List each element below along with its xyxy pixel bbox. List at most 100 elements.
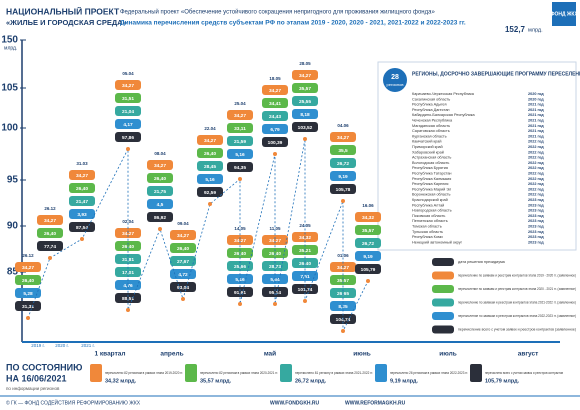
pill bbox=[147, 160, 173, 170]
pill-value: 21,04 bbox=[122, 109, 134, 115]
region-name: Магаданская область bbox=[412, 124, 450, 128]
summary-swatch bbox=[375, 364, 387, 382]
trend-dot bbox=[126, 147, 130, 151]
region-name: Краснодарский край bbox=[412, 198, 448, 202]
pill-value: 100,39 bbox=[268, 140, 283, 146]
pill bbox=[330, 145, 356, 155]
trend-dot bbox=[273, 302, 277, 306]
year-label: 2020 г. bbox=[55, 343, 69, 348]
legend-text: перечисление по заявкам и реестрам контр… bbox=[458, 274, 577, 278]
legend-text: перечисление по заявкам и реестрам контр… bbox=[458, 301, 577, 305]
pill bbox=[227, 287, 253, 297]
pill-value: 35,5 bbox=[338, 148, 348, 154]
region-name: Новгородская область bbox=[412, 209, 452, 213]
pill bbox=[292, 122, 318, 132]
pill bbox=[227, 149, 253, 159]
pill-value: 34,27 bbox=[299, 73, 311, 79]
pill-value: 26,40 bbox=[204, 151, 216, 157]
pill bbox=[330, 158, 356, 168]
pill bbox=[355, 264, 381, 274]
regions-title: РЕГИОНЫ, ДОСРОЧНО ЗАВЕРШАЮЩИЕ ПРОГРАММУ … bbox=[412, 71, 580, 77]
regions-badge bbox=[383, 68, 407, 92]
pill-value: 9,19 bbox=[363, 254, 373, 260]
pill-value: 26,40 bbox=[76, 186, 88, 192]
summary-swatch bbox=[185, 364, 197, 382]
trend-dot bbox=[80, 237, 84, 241]
summary-text: перечислено всего с учетом заявок и реес… bbox=[485, 371, 563, 375]
group-date: 28.05 bbox=[299, 61, 311, 66]
federal: Федеральный проект «Обеспечение устойчив… bbox=[120, 9, 435, 16]
pill bbox=[170, 256, 196, 266]
logo-box bbox=[552, 2, 576, 26]
group-date: 02.04 bbox=[122, 219, 134, 224]
pill-value: 33,11 bbox=[234, 126, 246, 132]
pill-value: 34,27 bbox=[177, 233, 189, 239]
pill-value: 4,5 bbox=[157, 202, 164, 208]
y-tick-label: 105 bbox=[1, 83, 18, 94]
pill-value: 34,27 bbox=[234, 113, 246, 119]
legend-text: дата решения президиума bbox=[458, 260, 506, 264]
pill bbox=[170, 269, 196, 279]
region-year: 2022 год bbox=[528, 172, 544, 176]
y-tick-label: 150 bbox=[1, 35, 18, 46]
pill-value: 34,27 bbox=[337, 135, 349, 141]
legend-text: перечисление всего с учетом заявок и рее… bbox=[458, 328, 577, 332]
pill-value: 91,61 bbox=[234, 290, 246, 296]
pill bbox=[15, 301, 41, 311]
region-year: 2022 год bbox=[528, 177, 544, 181]
project-name: «ЖИЛЬЕ И ГОРОДСКАЯ СРЕДА» bbox=[6, 18, 127, 27]
month-label: июнь bbox=[353, 351, 370, 358]
pill bbox=[115, 228, 141, 238]
region-year: 2022 год bbox=[528, 156, 544, 160]
pill bbox=[355, 251, 381, 261]
legend-swatch bbox=[432, 271, 454, 280]
pill-value: 4,76 bbox=[123, 283, 133, 289]
pill bbox=[69, 170, 95, 180]
region-year: 2022 год bbox=[528, 150, 544, 154]
pill bbox=[69, 183, 95, 193]
region-name: Республика Бурятия bbox=[412, 166, 448, 170]
pill bbox=[115, 93, 141, 103]
pill-value: 26,40 bbox=[299, 261, 311, 267]
region-year: 2023 год bbox=[528, 240, 544, 244]
pill-value: 27,67 bbox=[177, 259, 189, 265]
pill-value: 3,93 bbox=[77, 212, 87, 218]
pill bbox=[69, 222, 95, 232]
region-year: 2020 год bbox=[528, 92, 544, 96]
group-date: 09.04 bbox=[177, 221, 189, 226]
region-name: Республика Калмыкия bbox=[412, 177, 451, 181]
region-name: Республика Карелия bbox=[412, 182, 448, 186]
pill bbox=[115, 132, 141, 142]
pill bbox=[227, 235, 253, 245]
pill-value: 26,72 bbox=[337, 161, 349, 167]
summary-swatch bbox=[470, 364, 482, 382]
region-name: Кабардино-Балкарская Республика bbox=[412, 113, 475, 117]
group-date: 25.04 bbox=[234, 101, 246, 106]
pill bbox=[330, 275, 356, 285]
pill-value: 88,51 bbox=[122, 296, 134, 302]
status-1: ПО СОСТОЯНИЮ bbox=[6, 362, 82, 372]
region-name: Вологодская область bbox=[412, 161, 449, 165]
pill bbox=[355, 212, 381, 222]
regions-panel bbox=[377, 61, 577, 251]
axis-unit: млрд. bbox=[4, 45, 17, 51]
trend-dot bbox=[303, 137, 307, 141]
pill bbox=[197, 135, 223, 145]
pill bbox=[147, 199, 173, 209]
pill-value: 26,40 bbox=[44, 231, 56, 237]
region-year: 2023 год bbox=[528, 214, 544, 218]
pill-value: 5,16 bbox=[205, 177, 215, 183]
trend-dot bbox=[238, 302, 242, 306]
region-year: 2022 год bbox=[528, 166, 544, 170]
trend-dot bbox=[341, 329, 345, 333]
summary-amount: 26,72 млрд. bbox=[295, 378, 327, 384]
region-year: 2022 год bbox=[528, 187, 544, 191]
pill-value: 21,59 bbox=[234, 139, 246, 145]
pill-value: 34,27 bbox=[204, 138, 216, 144]
y-tick-label: 100 bbox=[1, 123, 18, 134]
pill bbox=[37, 228, 63, 238]
pill bbox=[330, 171, 356, 181]
project: НАЦИОНАЛЬНЫЙ ПРОЕКТ bbox=[6, 5, 120, 16]
pill bbox=[170, 230, 196, 240]
pill bbox=[227, 162, 253, 172]
